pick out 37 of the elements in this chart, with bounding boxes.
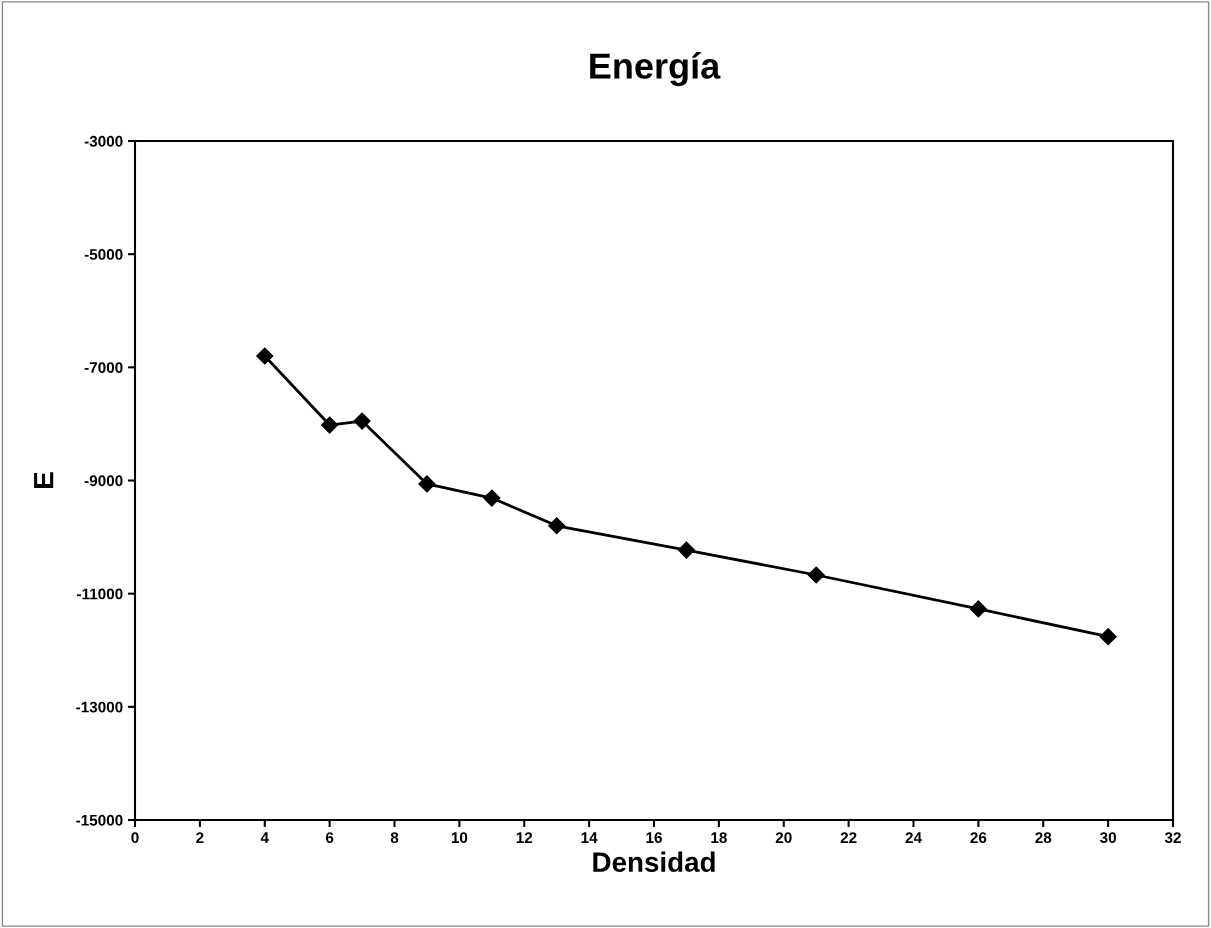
- x-tick-label: 16: [646, 832, 662, 844]
- point: [677, 541, 695, 559]
- chart-title: Energía: [590, 52, 721, 87]
- point: [969, 600, 987, 618]
- y-tick-label: -5000: [84, 249, 123, 260]
- x-tick-label: 2: [196, 832, 204, 843]
- point: [548, 517, 566, 535]
- y-tick-label: -13000: [76, 701, 123, 713]
- x-tick-label: 20: [775, 832, 792, 844]
- point: [483, 489, 501, 507]
- x-tick-label: 0: [131, 832, 139, 844]
- x-tick-label: 4: [260, 832, 269, 843]
- point: [353, 412, 371, 430]
- y-axis-title: E: [34, 472, 54, 488]
- x-tick-label: 22: [840, 832, 857, 843]
- y-tick-label: -3000: [84, 135, 123, 147]
- point: [321, 416, 339, 434]
- y-tick-label: -15000: [76, 814, 123, 826]
- y-tick-label: -9000: [84, 475, 123, 487]
- y-tick-label: -11000: [77, 588, 123, 600]
- x-tick-label: 10: [451, 832, 468, 844]
- x-tick-label: 12: [516, 832, 533, 843]
- x-tick-label: 26: [970, 832, 987, 844]
- point: [807, 566, 825, 584]
- point: [1099, 628, 1117, 646]
- x-tick-label: 28: [1035, 832, 1052, 844]
- x-tick-label: 18: [711, 832, 727, 844]
- x-tick-label: 24: [905, 832, 922, 843]
- x-axis-title: Densidad: [593, 851, 715, 873]
- y-tick-label: -7000: [84, 362, 123, 374]
- point: [418, 475, 436, 493]
- x-tick-label: 6: [325, 832, 334, 844]
- point: [256, 347, 274, 365]
- x-tick-label: 8: [390, 832, 399, 844]
- x-tick-label: 30: [1099, 832, 1116, 844]
- x-tick-label: 32: [1164, 832, 1181, 844]
- x-tick-label: 14: [581, 832, 598, 843]
